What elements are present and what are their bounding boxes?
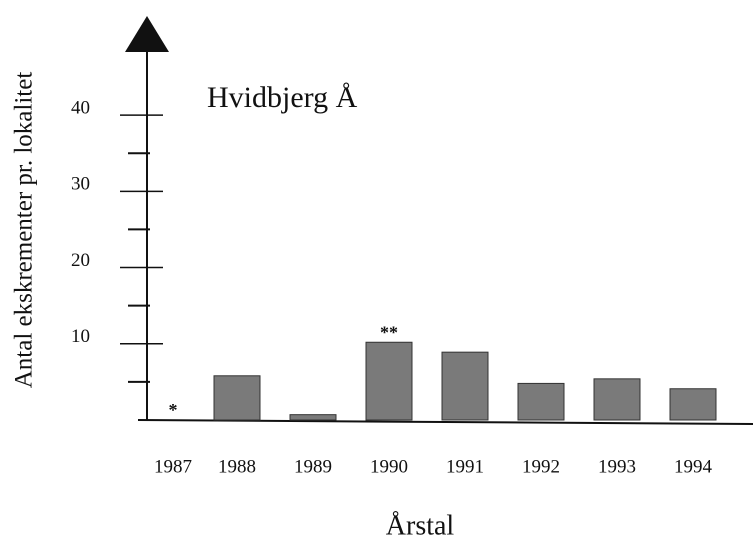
x-tick-label: 1991 [446,456,484,477]
x-tick-label: 1989 [294,456,332,477]
y-tick-label: 30 [71,174,90,195]
bar [593,378,641,421]
bar [365,341,413,421]
x-axis [137,419,753,425]
x-tick-label: 1987 [154,456,192,477]
x-tick-label: 1988 [218,456,256,477]
x-tick-label: 1994 [674,456,713,477]
annotation: * [169,400,178,420]
y-tick-label: 10 [71,326,90,347]
x-tick-label: 1993 [598,456,636,477]
chart-title: Hvidbjerg Å [207,81,358,114]
x-tick-label: 1992 [522,456,560,477]
y-axis-arrow [125,16,169,52]
bar [669,388,717,421]
annotation: ** [380,322,398,342]
bar [289,414,337,421]
bar [213,375,261,421]
y-axis-label: Antal ekskrementer pr. lokalitet [11,72,38,389]
bar [517,382,565,421]
y-tick-label: 20 [71,250,90,271]
x-axis-label: Årstal [386,510,455,541]
y-tick-label: 40 [71,97,90,118]
x-tick-label: 1990 [370,456,408,477]
bar [441,351,489,421]
